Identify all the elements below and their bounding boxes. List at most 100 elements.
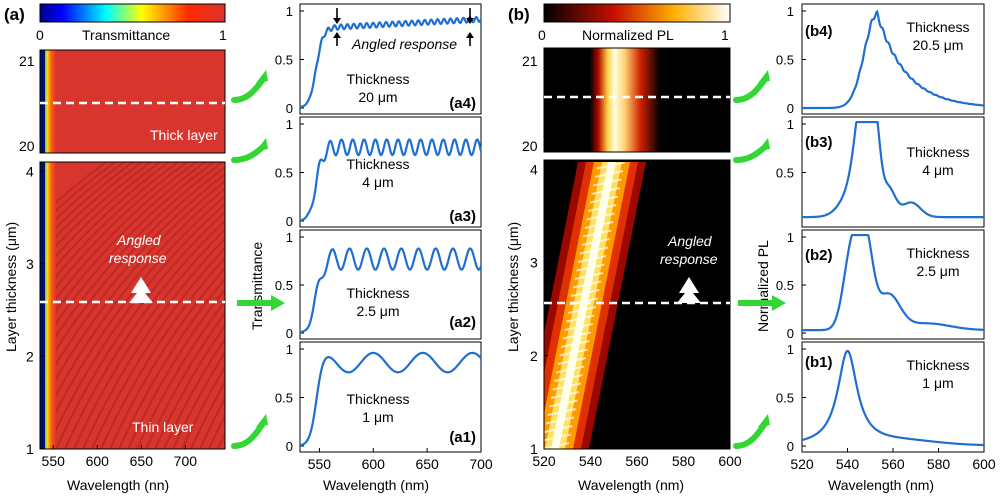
heatmap-a-fringe — [153, 323, 225, 449]
heatmap-a-fringe — [72, 228, 225, 449]
b-top-ytick-20: 20 — [522, 138, 538, 154]
pl-stripe — [567, 306, 597, 314]
heatmap-a-fringe — [40, 162, 143, 256]
annotation-thick-layer: Thick layer — [150, 127, 218, 143]
heatmap-b-yticks: 1 2 3 4 — [530, 161, 548, 457]
heatmap-a-yticks: 1 2 3 4 — [26, 163, 44, 457]
heatmap-a-fringe — [162, 336, 225, 449]
spectrum-tag: (a1) — [449, 429, 476, 446]
heatmap-xtick-label: 600 — [718, 453, 742, 469]
spectrum-ytick-label: 1 — [787, 4, 794, 19]
heatmap-a-fringe — [40, 162, 107, 219]
spectrum-xtick-label: 700 — [469, 456, 493, 472]
heatmap-xtick-label: 580 — [672, 453, 696, 469]
up-arrow-b — [677, 277, 701, 303]
spectrum-xtick-label: 600 — [972, 456, 996, 472]
heatmap-b-bottom — [543, 159, 731, 450]
spectrum-frame — [299, 3, 482, 115]
green-arrowhead — [758, 138, 770, 151]
heatmap-a-fringe — [63, 219, 225, 449]
heatmap-ytick-label: 2 — [26, 348, 34, 364]
heatmap-a-fringe — [40, 162, 170, 287]
heatmap-b-xticks: 520 540 560 580 600 — [532, 445, 742, 469]
b-xlabel: Wavelength (nm) — [578, 477, 684, 493]
heatmap-a-fringe — [40, 162, 224, 363]
annotation-thin-layer: Thin layer — [132, 419, 194, 435]
spectrum-frame — [801, 116, 985, 228]
panel-a-label: (a) — [4, 5, 25, 24]
heatmap-ytick-label: 3 — [530, 255, 538, 271]
heatmap-a-fringe — [108, 266, 225, 449]
b-spectra-ylabel: Normalized PL — [755, 240, 771, 332]
spectrum-curve — [299, 138, 483, 222]
spectrum-frame — [299, 116, 482, 228]
green-arrowhead — [758, 70, 770, 83]
heatmap-a-fringe — [40, 162, 179, 298]
spectrum-frame — [299, 229, 482, 340]
spectrum-frame — [801, 341, 985, 453]
spectrum-frame — [801, 3, 985, 115]
spectrum-curve — [802, 233, 985, 332]
heatmap-a-fringe — [40, 162, 215, 349]
spectrum-ytick-label: 1 — [787, 342, 794, 357]
spectrum-ytick-label: 0 — [787, 101, 794, 116]
heatmap-b-top — [543, 47, 731, 153]
spectrum-thickness-value: 1 μm — [922, 375, 953, 391]
pl-stripe — [571, 289, 600, 297]
spectrum-thickness-title: Thickness — [346, 156, 409, 172]
marker-arrowhead — [466, 32, 474, 38]
annotation-angled-b-2: response — [660, 251, 718, 267]
pl-stripe — [572, 280, 602, 289]
colorbar-b-max: 1 — [721, 27, 729, 43]
spectrum-thickness-title: Thickness — [906, 19, 969, 35]
pl-stripe — [559, 348, 588, 357]
pl-stripe — [588, 204, 617, 212]
spectrum-ytick-label: 1 — [787, 230, 794, 245]
heatmap-a-fringe — [54, 210, 225, 449]
heatmap-a-fringe — [40, 162, 125, 237]
heatmap-ytick-label: 4 — [26, 163, 34, 179]
spectrum-xtick-label: 540 — [836, 456, 860, 472]
heatmap-a-fringe — [144, 311, 225, 449]
pl-stripe — [581, 238, 610, 246]
pl-stripe — [544, 442, 570, 449]
pl-stripe — [552, 382, 582, 391]
spectrum-ytick-label: 0 — [787, 326, 794, 341]
pl-stripe — [574, 272, 603, 280]
annotation-angled-b-1: Angled — [667, 233, 713, 249]
colorbar-a-max: 1 — [219, 27, 227, 43]
pl-stripe — [566, 314, 595, 323]
spectrum-panel-a2: 0 0.5 1 Thickness 2.5 μm (a2) — [275, 229, 483, 341]
spectrum-ytick-label: 1 — [286, 230, 293, 245]
heatmap-xtick-label: 700 — [174, 453, 198, 469]
green-arrowhead — [256, 414, 268, 427]
pl-stripe — [584, 221, 614, 229]
heatmap-ytick-label: 3 — [26, 256, 34, 272]
spectrum-ytick-label: 0 — [787, 439, 794, 454]
spectrum-tag: (b1) — [805, 354, 833, 371]
a-ylabel: Layer thickness (μm) — [3, 222, 19, 352]
pl-stripe — [579, 246, 609, 255]
pl-stripe — [550, 391, 580, 399]
green-arrows — [231, 70, 786, 449]
heatmap-ytick-label: 2 — [530, 348, 538, 364]
green-arrowhead — [772, 295, 786, 311]
a-xlabel: Wavelength (nn) — [67, 477, 169, 493]
spectrum-thickness-value: 20 μm — [358, 89, 397, 105]
spectrum-panel-a3: 0 0.5 1 Thickness 4 μm (a3) — [275, 116, 483, 229]
pl-stripe — [545, 416, 575, 425]
heatmap-a-fringe — [198, 396, 225, 449]
spectrum-thickness-title: Thickness — [906, 357, 969, 373]
colorbar-b — [543, 3, 731, 23]
b-ylabel: Layer thickness (μm) — [505, 222, 521, 352]
spectrum-tag: (a2) — [449, 314, 476, 331]
pl-stripe — [547, 408, 576, 416]
spectrum-ytick-label: 0 — [286, 326, 293, 341]
spectrum-panel-b3: 0.5 1 Thickness 4 μm (b3) — [776, 116, 985, 228]
spectrum-ytick-label: 1 — [286, 117, 293, 132]
spectrum-curve — [801, 349, 985, 447]
heatmap-a-fringe — [99, 256, 225, 449]
spectrum-panel-b2: 0 0.5 1 Thickness 2.5 μm (b2) — [776, 229, 985, 341]
